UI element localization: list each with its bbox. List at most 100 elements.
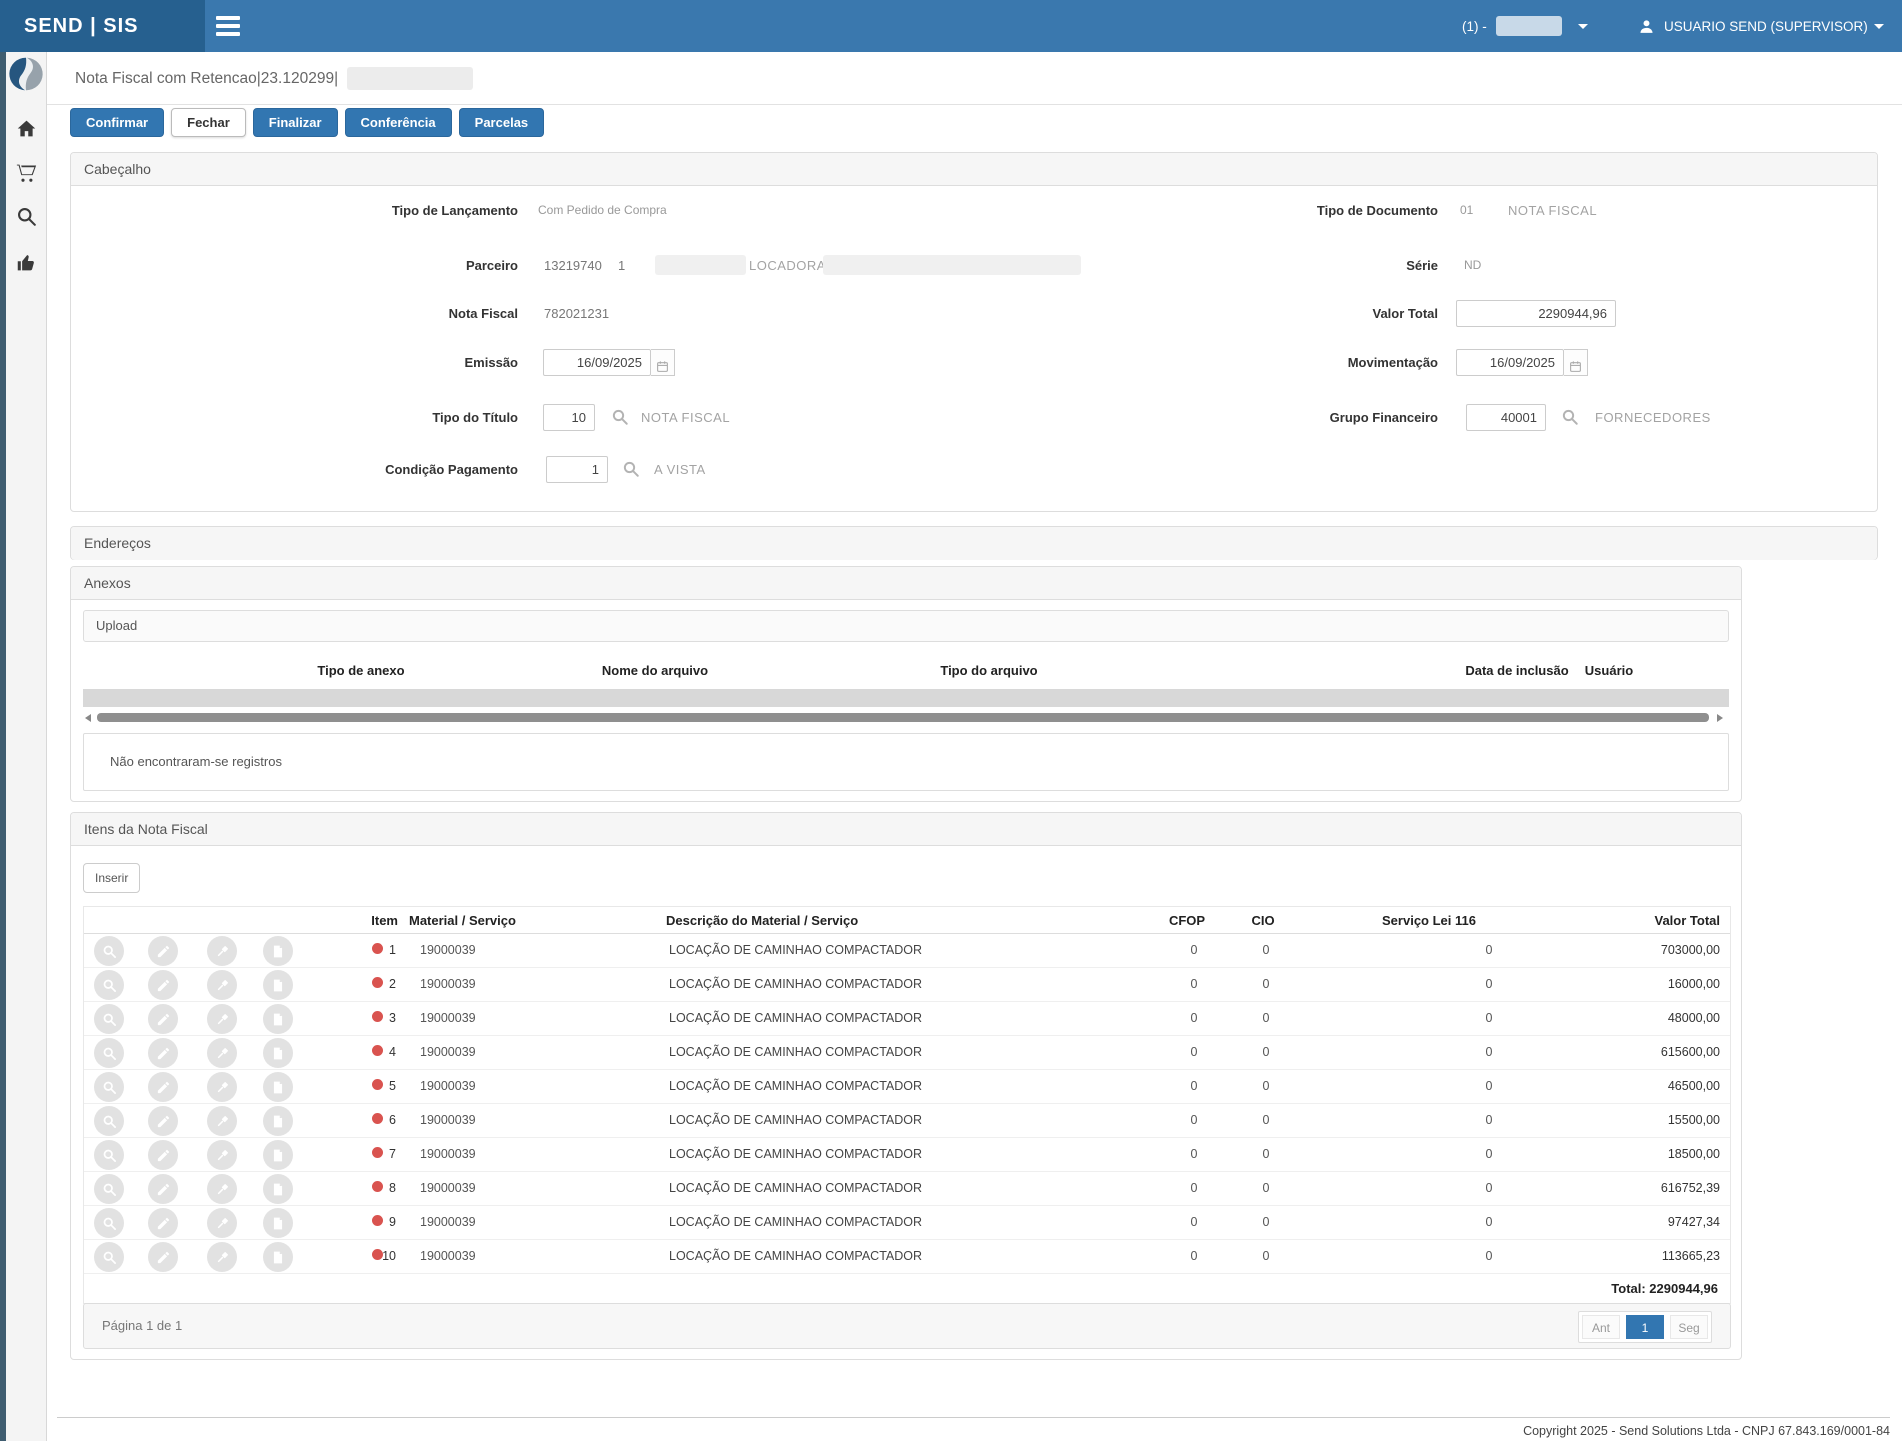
scroll-left-arrow-icon[interactable] xyxy=(85,714,91,722)
prev-page-button[interactable]: Ant xyxy=(1582,1315,1620,1339)
row-view-button[interactable] xyxy=(94,1072,124,1102)
valor-total-input[interactable] xyxy=(1456,300,1616,327)
menu-hamburger-icon[interactable] xyxy=(216,16,240,36)
row-view-button[interactable] xyxy=(94,1208,124,1238)
row-edit-button[interactable] xyxy=(148,1174,178,1204)
row-gavel-button[interactable] xyxy=(207,1106,237,1136)
confirmar-button[interactable]: Confirmar xyxy=(70,108,165,137)
items-col-item: Item xyxy=(371,913,398,928)
footer-divider xyxy=(57,1417,1890,1418)
row-gavel-button[interactable] xyxy=(207,1140,237,1170)
panel-itens-header[interactable]: Itens da Nota Fiscal xyxy=(71,813,1741,846)
item-servico: 0 xyxy=(1485,1011,1493,1025)
movimentacao-input[interactable] xyxy=(1456,349,1564,376)
items-total: Total: 2290944,96 xyxy=(84,1274,1730,1304)
inserir-button[interactable]: Inserir xyxy=(83,863,141,893)
org-selector[interactable]: (1) - xyxy=(1462,0,1588,52)
scroll-right-arrow-icon[interactable] xyxy=(1717,714,1723,722)
table-row: 5 19000039 LOCAÇÃO DE CAMINHAO COMPACTAD… xyxy=(84,1070,1730,1104)
row-view-button[interactable] xyxy=(94,1140,124,1170)
row-document-button[interactable] xyxy=(263,1208,293,1238)
item-status-dot xyxy=(372,1249,383,1260)
row-edit-button[interactable] xyxy=(148,1004,178,1034)
fechar-button[interactable]: Fechar xyxy=(171,108,246,137)
upload-section-header[interactable]: Upload xyxy=(83,610,1729,642)
finalizar-button[interactable]: Finalizar xyxy=(252,108,338,137)
emissao-calendar-icon[interactable] xyxy=(651,349,675,376)
row-view-button[interactable] xyxy=(94,970,124,1000)
search-icon[interactable] xyxy=(16,206,37,227)
item-descricao: LOCAÇÃO DE CAMINHAO COMPACTADOR xyxy=(669,1045,923,1059)
row-gavel-button[interactable] xyxy=(207,1174,237,1204)
condicao-pagamento-search-icon[interactable] xyxy=(622,460,640,478)
gavel-icon xyxy=(217,1047,228,1058)
row-gavel-button[interactable] xyxy=(207,936,237,966)
panel-anexos: Anexos Upload Tipo de anexo Nome do arqu… xyxy=(70,566,1742,802)
row-gavel-button[interactable] xyxy=(207,1242,237,1272)
item-number: 3 xyxy=(389,1011,396,1025)
row-gavel-button[interactable] xyxy=(207,1072,237,1102)
row-edit-button[interactable] xyxy=(148,1038,178,1068)
row-view-button[interactable] xyxy=(94,1004,124,1034)
row-gavel-button[interactable] xyxy=(207,970,237,1000)
item-cio: 0 xyxy=(1262,1079,1270,1093)
row-edit-button[interactable] xyxy=(148,1242,178,1272)
document-icon xyxy=(273,945,283,957)
panel-anexos-header[interactable]: Anexos xyxy=(71,567,1741,600)
row-edit-button[interactable] xyxy=(148,1208,178,1238)
panel-enderecos-header[interactable]: Endereços xyxy=(71,527,1877,560)
anexos-table-header: Tipo de anexo Nome do arquivo Tipo do ar… xyxy=(83,654,1729,689)
row-view-button[interactable] xyxy=(94,1106,124,1136)
home-icon[interactable] xyxy=(16,118,37,139)
row-view-button[interactable] xyxy=(94,936,124,966)
row-edit-button[interactable] xyxy=(148,1106,178,1136)
movimentacao-calendar-icon[interactable] xyxy=(1564,349,1588,376)
row-document-button[interactable] xyxy=(263,970,293,1000)
row-edit-button[interactable] xyxy=(148,970,178,1000)
row-document-button[interactable] xyxy=(263,1106,293,1136)
panel-cabecalho-header[interactable]: Cabeçalho xyxy=(71,153,1877,186)
thumbs-up-icon[interactable] xyxy=(16,252,37,273)
row-edit-button[interactable] xyxy=(148,1072,178,1102)
item-cio: 0 xyxy=(1262,1147,1270,1161)
tipo-titulo-input[interactable] xyxy=(543,404,595,431)
row-gavel-button[interactable] xyxy=(207,1004,237,1034)
item-status-dot xyxy=(372,1011,383,1022)
serie-value: ND xyxy=(1464,258,1482,272)
row-gavel-button[interactable] xyxy=(207,1208,237,1238)
item-material: 19000039 xyxy=(420,1215,476,1229)
row-document-button[interactable] xyxy=(263,1242,293,1272)
row-view-button[interactable] xyxy=(94,1242,124,1272)
table-row: 9 19000039 LOCAÇÃO DE CAMINHAO COMPACTAD… xyxy=(84,1206,1730,1240)
gavel-icon xyxy=(217,1149,228,1160)
next-page-button[interactable]: Seg xyxy=(1670,1315,1708,1339)
grupo-financeiro-search-icon[interactable] xyxy=(1561,408,1579,426)
item-material: 19000039 xyxy=(420,1181,476,1195)
conferencia-button[interactable]: Conferência xyxy=(344,108,452,137)
nota-fiscal-value: 782021231 xyxy=(544,306,610,321)
user-menu[interactable]: USUARIO SEND (SUPERVISOR) xyxy=(1638,0,1884,52)
row-document-button[interactable] xyxy=(263,936,293,966)
emissao-input[interactable] xyxy=(543,349,651,376)
grupo-financeiro-input[interactable] xyxy=(1466,404,1546,431)
row-view-button[interactable] xyxy=(94,1038,124,1068)
item-servico: 0 xyxy=(1485,1045,1493,1059)
tipo-titulo-search-icon[interactable] xyxy=(611,408,629,426)
scrollbar-thumb[interactable] xyxy=(97,713,1709,722)
row-document-button[interactable] xyxy=(263,1174,293,1204)
cart-icon[interactable] xyxy=(16,162,37,183)
row-document-button[interactable] xyxy=(263,1140,293,1170)
topbar: SEND | SIS (1) - USUARIO SEND (SUPERVISO… xyxy=(0,0,1902,52)
item-status-dot xyxy=(372,1147,383,1158)
parcelas-button[interactable]: Parcelas xyxy=(458,108,545,137)
row-document-button[interactable] xyxy=(263,1038,293,1068)
row-document-button[interactable] xyxy=(263,1004,293,1034)
page-1-button[interactable]: 1 xyxy=(1626,1315,1664,1339)
row-view-button[interactable] xyxy=(94,1174,124,1204)
row-gavel-button[interactable] xyxy=(207,1038,237,1068)
row-document-button[interactable] xyxy=(263,1072,293,1102)
row-edit-button[interactable] xyxy=(148,1140,178,1170)
condicao-pagamento-input[interactable] xyxy=(546,456,608,483)
table-row: 10 19000039 LOCAÇÃO DE CAMINHAO COMPACTA… xyxy=(84,1240,1730,1274)
row-edit-button[interactable] xyxy=(148,936,178,966)
